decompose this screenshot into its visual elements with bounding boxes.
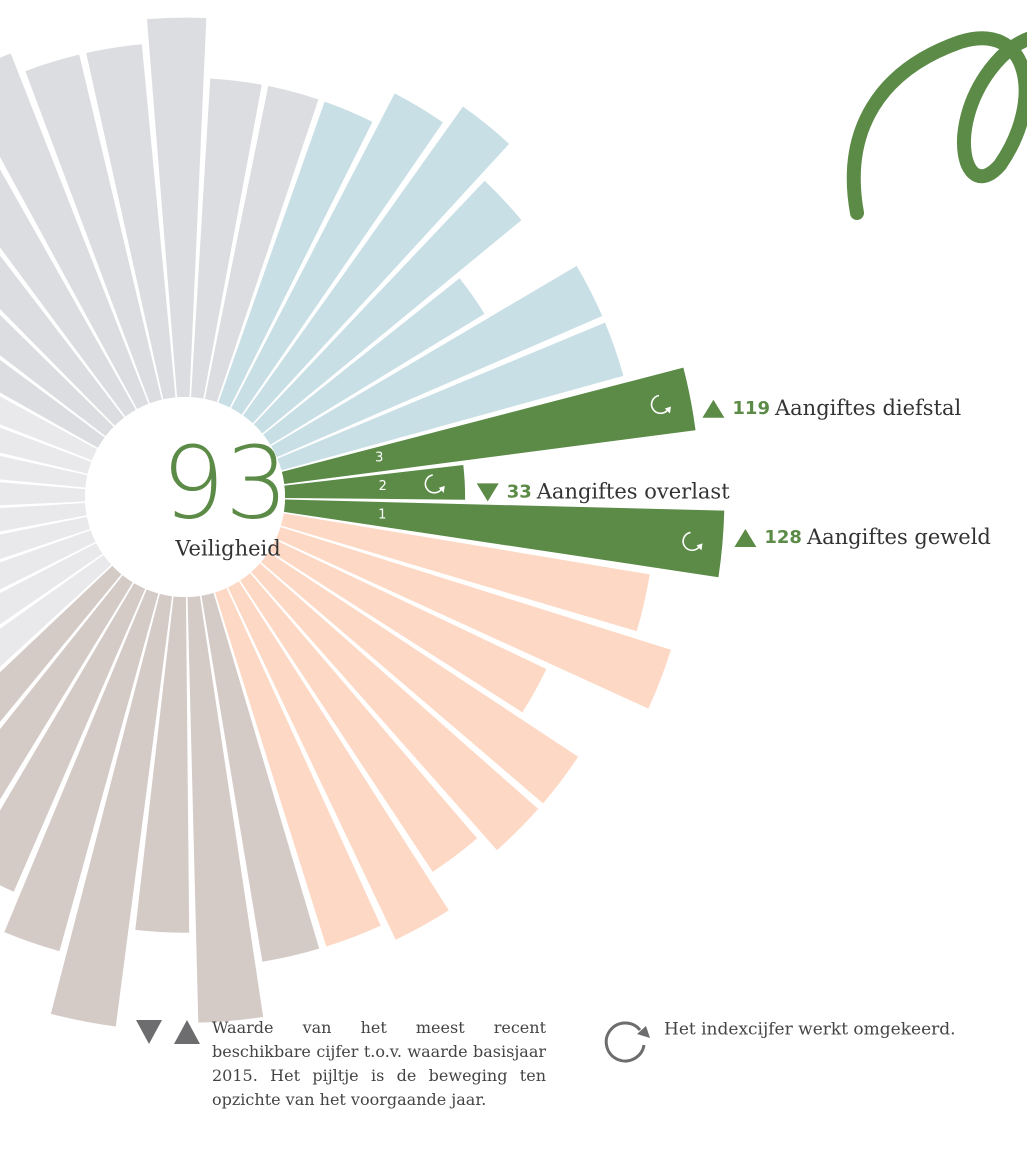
reversed-icon xyxy=(682,531,701,552)
bar xyxy=(0,169,136,417)
bar xyxy=(218,101,373,408)
center-label: Veiligheid xyxy=(174,537,280,561)
bar-number: 2 xyxy=(379,479,387,494)
direction-arrow xyxy=(734,529,757,548)
bar xyxy=(135,596,190,933)
bar xyxy=(0,455,88,488)
bar xyxy=(0,503,87,532)
bar xyxy=(0,314,114,437)
bar xyxy=(0,396,98,461)
bars xyxy=(0,17,725,1027)
bar xyxy=(0,530,96,590)
bar xyxy=(214,587,381,947)
bar xyxy=(260,552,579,804)
bar xyxy=(271,265,603,458)
bar xyxy=(0,255,125,426)
bar xyxy=(253,180,522,434)
annotation-value: 128 xyxy=(764,527,802,548)
center-value: 93 xyxy=(161,424,288,541)
legend-up-arrow xyxy=(174,1020,200,1044)
bar xyxy=(204,86,319,403)
annotation-label: Aangiftes overlast xyxy=(536,479,730,503)
bar xyxy=(0,53,149,410)
reversed-icon xyxy=(424,474,443,494)
bar xyxy=(0,359,105,448)
annotation-value: 33 xyxy=(507,481,532,502)
bar xyxy=(146,17,207,398)
bar xyxy=(227,581,449,940)
bar xyxy=(201,592,320,962)
bar xyxy=(0,583,146,892)
bar xyxy=(269,539,547,713)
reversed-icon-head xyxy=(438,485,445,493)
bar xyxy=(25,54,162,404)
bar xyxy=(240,572,478,872)
bar xyxy=(231,93,443,415)
annotations: 3 119 Aangiftes diefstal 2 33 Aangiftes overl… xyxy=(375,394,991,552)
bar xyxy=(187,595,264,1023)
bar xyxy=(283,499,725,578)
bar xyxy=(251,563,539,851)
annotation: 119 Aangiftes diefstal xyxy=(732,395,961,419)
bar xyxy=(263,278,485,445)
bar xyxy=(191,78,262,399)
annotation-label: Aangiftes diefstal xyxy=(774,395,962,419)
bar xyxy=(50,593,173,1027)
bar xyxy=(86,44,176,400)
bar xyxy=(0,565,122,722)
direction-arrow xyxy=(702,399,725,418)
bar xyxy=(284,465,466,500)
bar-number: 1 xyxy=(378,507,386,522)
center-circle xyxy=(85,397,285,597)
bar xyxy=(280,513,650,632)
bar xyxy=(0,482,86,506)
annotation: 33 Aangiftes overlast xyxy=(507,479,731,503)
bar xyxy=(281,367,696,485)
bar xyxy=(242,106,510,424)
annotation: 128 Aangiftes geweld xyxy=(764,525,990,549)
bar xyxy=(0,427,92,474)
bar xyxy=(0,554,112,667)
annotation-label: Aangiftes geweld xyxy=(806,525,991,549)
legend-reversed-text: Het indexcijfer werkt omgekeerd. xyxy=(664,1020,956,1040)
reversed-icon-head xyxy=(696,543,703,551)
bar xyxy=(275,526,671,709)
legend-reversed-icon xyxy=(604,1021,650,1063)
legend-arrows-text: Waarde van het meest recent beschikbare … xyxy=(212,1018,546,1109)
direction-arrow xyxy=(476,483,499,502)
bar xyxy=(0,543,103,625)
legend-down-arrow xyxy=(136,1020,162,1044)
bar xyxy=(277,322,624,471)
reversed-icon xyxy=(650,394,669,415)
bar xyxy=(0,575,133,800)
bar xyxy=(4,589,159,952)
bar xyxy=(0,516,91,560)
annotation-value: 119 xyxy=(732,398,770,419)
reversed-icon-head xyxy=(664,406,671,414)
bar-number: 3 xyxy=(375,451,383,466)
decoration-loop xyxy=(846,31,1027,220)
